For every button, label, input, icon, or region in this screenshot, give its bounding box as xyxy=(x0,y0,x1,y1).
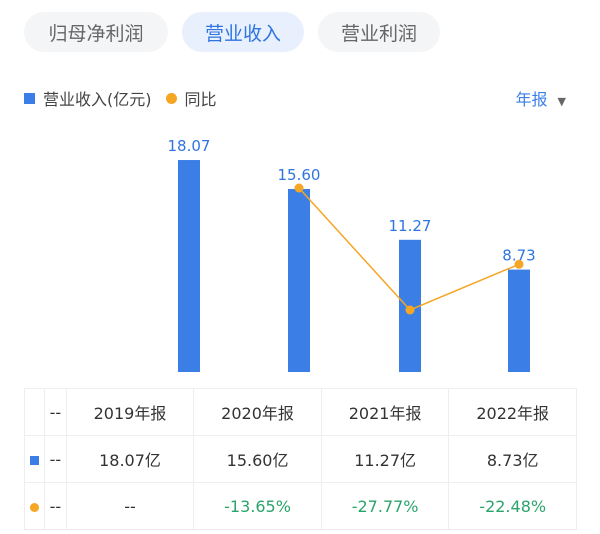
table-cell: -- xyxy=(44,482,67,530)
chart: 18.07 15.60 11.27 8.73 xyxy=(168,137,536,372)
table-cell: 8.73亿 xyxy=(448,435,577,483)
table-cell: -- xyxy=(44,435,67,483)
table-header-row: -- 2019年报 2020年报 2021年报 2022年报 xyxy=(24,388,577,436)
table-cell: 2022年报 xyxy=(448,388,577,436)
bar-data-label: 8.73 xyxy=(502,247,535,265)
legend-bar-label: 营业收入(亿元) xyxy=(43,90,152,109)
bar-legend-icon xyxy=(24,92,35,104)
table-cell: 15.60亿 xyxy=(193,435,322,483)
bar-data-label: 18.07 xyxy=(168,137,211,155)
table-cell: 2020年报 xyxy=(193,388,322,436)
table-row-yoy: -- -- -13.65% -27.77% -22.48% xyxy=(24,482,577,530)
table-cell: -22.48% xyxy=(448,482,577,530)
yoy-point xyxy=(514,259,524,269)
table-cell: -- xyxy=(44,388,67,436)
bar-marker-icon xyxy=(30,455,39,465)
table-cell: 2021年报 xyxy=(320,388,450,436)
table-cell: 11.27亿 xyxy=(320,435,450,483)
data-table: -- 2019年报 2020年报 2021年报 2022年报 -- 18.07亿… xyxy=(24,388,577,530)
table-cell: -- xyxy=(65,482,195,530)
bar-data-label: 15.60 xyxy=(278,166,321,184)
line-legend-icon xyxy=(165,92,177,104)
table-row-revenue: -- 18.07亿 15.60亿 11.27亿 8.73亿 xyxy=(24,435,577,483)
yoy-point xyxy=(294,183,304,193)
bar xyxy=(178,160,200,372)
chevron-down-icon: ▼ xyxy=(557,95,566,108)
line-marker-icon xyxy=(30,502,39,512)
period-label: 年报 xyxy=(515,90,548,109)
tab-operating-profit[interactable]: 营业利润 xyxy=(318,12,440,52)
bar xyxy=(288,189,310,372)
period-select[interactable]: 年报 ▼ xyxy=(516,86,566,110)
table-cell: 18.07亿 xyxy=(65,435,195,483)
yoy-point xyxy=(405,305,415,315)
bar-data-label: 11.27 xyxy=(389,217,432,235)
table-cell: -27.77% xyxy=(320,482,450,530)
table-cell: -13.65% xyxy=(193,482,322,530)
tab-revenue[interactable]: 营业收入 xyxy=(182,12,304,52)
bar xyxy=(508,269,530,372)
legend: 营业收入(亿元) 同比 xyxy=(24,86,217,110)
tab-net-profit[interactable]: 归母净利润 xyxy=(24,12,168,52)
table-cell: 2019年报 xyxy=(65,388,195,436)
legend-line-label: 同比 xyxy=(184,90,217,109)
